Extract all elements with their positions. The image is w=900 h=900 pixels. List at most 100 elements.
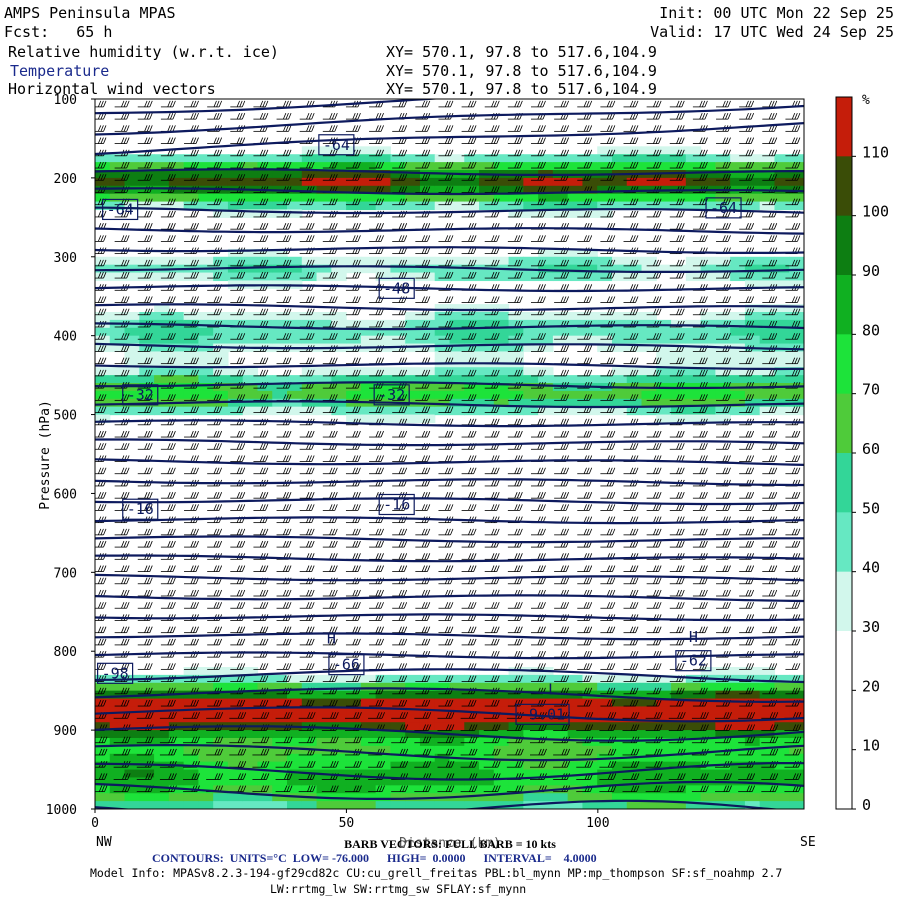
wind-barb (114, 638, 130, 646)
wind-barb (716, 235, 731, 242)
x-tick-label: 50 (339, 816, 355, 831)
wind-barb (716, 467, 731, 475)
rh-fill-cell (493, 753, 510, 763)
rh-fill-cell (154, 753, 170, 763)
rh-fill-cell (227, 730, 244, 739)
rh-fill-cell (390, 193, 406, 203)
wind-barb (762, 100, 778, 108)
wind-barb (623, 100, 639, 108)
rh-fill-cell (198, 367, 214, 376)
rh-fill-cell (479, 162, 495, 171)
rh-fill-cell (700, 367, 716, 376)
wind-barb (577, 369, 593, 377)
wind-barb (137, 504, 153, 511)
colorbar-bin (836, 275, 852, 335)
rh-fill-cell (139, 682, 155, 692)
wind-barb (461, 149, 477, 157)
rh-fill-cell (360, 170, 377, 179)
wind-barb (646, 504, 662, 511)
wind-barb (530, 504, 546, 511)
colorbar-tick-label: 110 (862, 143, 889, 161)
wind-barb (461, 504, 477, 511)
rh-fill-cell (109, 722, 126, 731)
wind-barb (507, 369, 523, 377)
wind-barb (762, 308, 778, 316)
wind-barb (623, 492, 639, 499)
wind-barb (299, 198, 315, 206)
rh-fill-cell (287, 170, 303, 179)
rh-fill-cell (685, 730, 702, 739)
wind-barb (692, 100, 708, 108)
wind-barb (600, 284, 616, 291)
rh-fill-cell (508, 335, 524, 345)
wind-barb (739, 455, 755, 462)
wind-barb (739, 540, 755, 548)
rh-fill-cell (287, 761, 303, 771)
wind-barb (184, 100, 199, 108)
wind-barb (137, 223, 153, 230)
wind-barb (369, 125, 384, 132)
wind-barb (160, 663, 176, 670)
contour-label: -9.01 (515, 703, 570, 725)
wind-barb (646, 626, 662, 634)
rh-fill-cell (139, 185, 155, 195)
wind-barb (299, 455, 315, 462)
rh-fill-cell (685, 177, 702, 187)
rh-fill-cell (744, 390, 761, 400)
wind-barb (95, 137, 107, 144)
wind-barb (762, 528, 778, 536)
rh-fill-cell (375, 706, 392, 715)
rh-fill-cell (301, 367, 318, 376)
wind-barb (438, 553, 454, 560)
rh-fill-cell (360, 682, 377, 692)
wind-barb (392, 540, 408, 548)
rh-fill-cell (759, 162, 776, 171)
rh-fill-cell (183, 201, 199, 211)
wind-barb (530, 394, 546, 401)
rh-fill-cell (759, 319, 776, 329)
wind-barb (461, 455, 477, 462)
rh-fill-cell (346, 383, 362, 392)
wind-barb (600, 235, 616, 242)
rh-fill-cell (538, 383, 554, 392)
rh-fill-cell (582, 698, 598, 708)
rh-fill-cell (611, 335, 628, 345)
rh-fill-cell (700, 690, 716, 700)
wind-barb (160, 112, 176, 120)
wind-barb (623, 369, 639, 377)
rh-fill-cell (464, 682, 480, 692)
rh-fill-cell (523, 209, 539, 218)
rh-fill-cell (449, 264, 465, 274)
rh-fill-cell (390, 690, 406, 700)
rh-fill-cell (730, 272, 746, 282)
wind-barb (785, 492, 801, 499)
wind-barb (137, 357, 153, 365)
wind-barb (554, 577, 569, 585)
wind-barb (762, 430, 778, 438)
rh-fill-cell (419, 769, 436, 779)
rh-fill-cell (508, 185, 524, 195)
wind-barb (415, 296, 431, 303)
rh-fill-cell (626, 398, 643, 408)
wind-barb (739, 589, 755, 597)
wind-barb (484, 333, 500, 340)
wind-barb (692, 223, 708, 230)
rh-fill-cell (464, 777, 480, 786)
rh-fill-cell (671, 375, 687, 384)
rh-fill-cell (375, 177, 392, 187)
rh-fill-cell (730, 367, 746, 376)
wind-barb (114, 577, 130, 585)
wind-barb (438, 320, 454, 328)
rh-fill-cell (154, 170, 170, 179)
rh-fill-cell (316, 146, 332, 155)
rh-fill-cell (730, 730, 746, 739)
rh-fill-cell (611, 185, 628, 195)
rh-fill-cell (567, 390, 584, 400)
rh-fill-cell (346, 264, 362, 274)
rh-fill-cell (715, 375, 731, 384)
wind-barb (137, 333, 153, 340)
rh-fill-cell (154, 777, 170, 786)
rh-fill-cell (227, 406, 244, 416)
wind-barb (762, 271, 778, 279)
rh-fill-cell (375, 272, 392, 282)
